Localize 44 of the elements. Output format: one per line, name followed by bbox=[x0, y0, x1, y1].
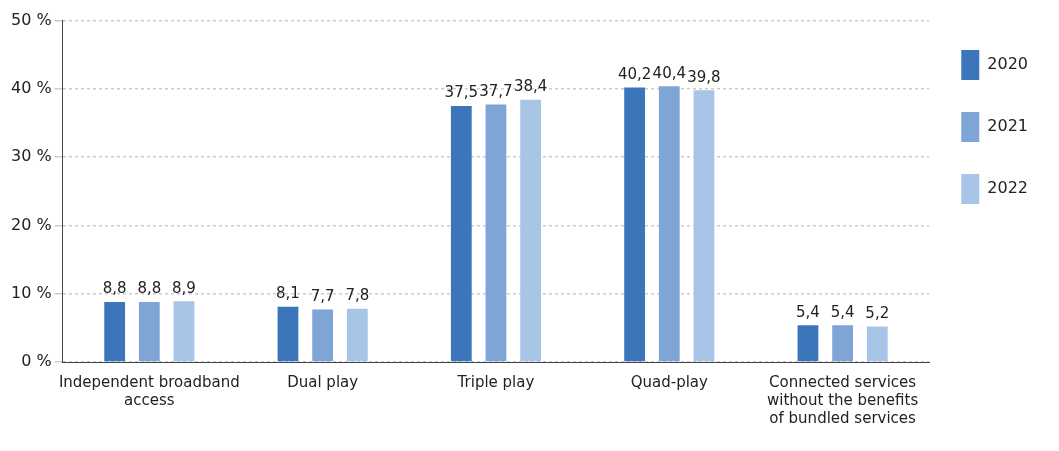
data-label: 8,9 bbox=[172, 278, 196, 297]
bar bbox=[277, 306, 299, 362]
bar bbox=[173, 301, 195, 362]
data-label: 5,4 bbox=[830, 302, 855, 321]
y-tick-label: 40 % bbox=[10, 78, 52, 98]
data-label: 40,2 bbox=[617, 64, 652, 83]
y-tick-label: 10 % bbox=[10, 282, 52, 302]
bar bbox=[520, 99, 542, 362]
bar bbox=[485, 104, 507, 362]
data-label: 40,4 bbox=[652, 63, 686, 82]
data-label: 7,8 bbox=[345, 286, 370, 305]
x-tick-label: Dual play bbox=[287, 372, 359, 391]
bar bbox=[346, 308, 368, 362]
bar bbox=[104, 301, 126, 362]
bar bbox=[866, 326, 888, 362]
bar bbox=[312, 309, 334, 362]
bar bbox=[658, 86, 680, 362]
legend-label: 2020 bbox=[987, 54, 1028, 74]
data-label: 8,8 bbox=[102, 279, 127, 298]
data-label: 38,4 bbox=[513, 77, 548, 96]
data-label: 5,4 bbox=[796, 302, 820, 321]
bar bbox=[624, 87, 646, 362]
x-tick-label: Quad-play bbox=[630, 372, 709, 391]
data-label: 39,8 bbox=[687, 67, 721, 86]
data-label: 8,1 bbox=[276, 284, 300, 303]
legend-label: 2021 bbox=[987, 116, 1028, 136]
data-label: 37,7 bbox=[479, 81, 513, 100]
y-tick-label: 50 % bbox=[10, 9, 52, 29]
x-tick-label: Independent broadband access bbox=[58, 372, 240, 409]
bar bbox=[797, 325, 819, 362]
data-label: 8,8 bbox=[137, 279, 162, 298]
x-tick-label: Triple play bbox=[456, 372, 535, 391]
legend-label: 2022 bbox=[987, 178, 1028, 198]
bar bbox=[138, 301, 160, 362]
bar bbox=[832, 325, 854, 362]
bar bbox=[450, 105, 472, 362]
data-label: 37,5 bbox=[444, 83, 478, 102]
y-tick-label: 30 % bbox=[10, 146, 52, 166]
y-tick-label: 0 % bbox=[21, 351, 52, 371]
y-tick-label: 20 % bbox=[10, 214, 52, 234]
data-label: 7,7 bbox=[310, 286, 335, 305]
x-tick-label: Connected services without the benefits of bundled services bbox=[767, 372, 919, 427]
bar bbox=[693, 90, 715, 362]
data-label: 5,2 bbox=[865, 303, 890, 322]
